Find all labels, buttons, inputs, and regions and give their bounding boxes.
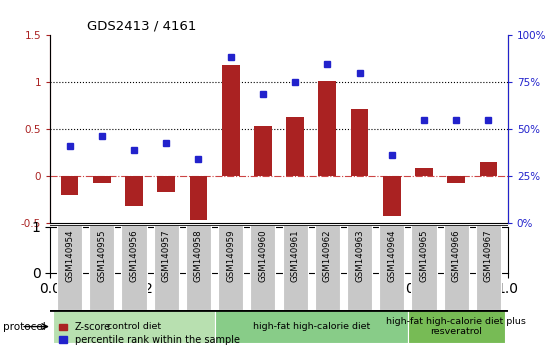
FancyBboxPatch shape: [476, 225, 501, 310]
Bar: [408, 310, 504, 343]
FancyBboxPatch shape: [444, 225, 469, 310]
Bar: [383, 176, 401, 216]
Text: GSM140954: GSM140954: [65, 229, 74, 282]
Bar: [319, 81, 336, 176]
FancyBboxPatch shape: [218, 225, 243, 310]
Text: GSM140964: GSM140964: [387, 229, 396, 282]
Bar: [215, 310, 408, 343]
Text: GSM140956: GSM140956: [129, 229, 138, 282]
FancyBboxPatch shape: [347, 225, 372, 310]
FancyBboxPatch shape: [315, 225, 340, 310]
Text: control diet: control diet: [107, 322, 161, 331]
Text: high-fat high-calorie diet: high-fat high-calorie diet: [253, 322, 370, 331]
Text: GSM140963: GSM140963: [355, 229, 364, 282]
Text: GSM140960: GSM140960: [258, 229, 267, 282]
Text: GSM140967: GSM140967: [484, 229, 493, 282]
FancyBboxPatch shape: [411, 225, 436, 310]
FancyBboxPatch shape: [282, 225, 307, 310]
Bar: [254, 126, 272, 176]
FancyBboxPatch shape: [186, 225, 211, 310]
FancyBboxPatch shape: [89, 225, 114, 310]
Text: GSM140966: GSM140966: [452, 229, 461, 282]
FancyBboxPatch shape: [57, 225, 82, 310]
Text: GSM140958: GSM140958: [194, 229, 203, 282]
Text: GSM140959: GSM140959: [226, 229, 235, 281]
FancyBboxPatch shape: [379, 225, 405, 310]
Text: GSM140955: GSM140955: [97, 229, 106, 282]
FancyBboxPatch shape: [122, 225, 147, 310]
Bar: [157, 176, 175, 192]
Bar: [125, 176, 143, 206]
Legend: Z-score, percentile rank within the sample: Z-score, percentile rank within the samp…: [55, 319, 243, 349]
Bar: [448, 176, 465, 183]
Text: protocol: protocol: [3, 321, 46, 332]
Text: high-fat high-calorie diet plus
resveratrol: high-fat high-calorie diet plus resverat…: [386, 317, 526, 336]
Text: GSM140957: GSM140957: [162, 229, 171, 282]
Bar: [190, 176, 208, 220]
Bar: [286, 117, 304, 176]
FancyBboxPatch shape: [153, 225, 179, 310]
Bar: [415, 168, 433, 176]
Text: GSM140961: GSM140961: [291, 229, 300, 282]
Text: GSM140965: GSM140965: [420, 229, 429, 282]
Bar: [61, 176, 79, 195]
Text: GDS2413 / 4161: GDS2413 / 4161: [87, 20, 196, 33]
Bar: [93, 176, 110, 183]
FancyBboxPatch shape: [251, 225, 276, 310]
Bar: [54, 310, 215, 343]
Bar: [350, 109, 368, 176]
Bar: [222, 65, 239, 176]
Text: GSM140962: GSM140962: [323, 229, 332, 282]
Bar: [479, 162, 497, 176]
